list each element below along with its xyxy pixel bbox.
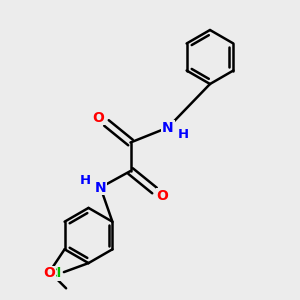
Text: H: H bbox=[79, 174, 91, 188]
Text: O: O bbox=[44, 266, 56, 280]
Text: O: O bbox=[92, 111, 104, 124]
Text: O: O bbox=[157, 189, 169, 203]
Text: H: H bbox=[178, 128, 189, 141]
Text: Cl: Cl bbox=[47, 267, 62, 280]
Text: N: N bbox=[95, 181, 106, 194]
Text: N: N bbox=[162, 121, 174, 134]
